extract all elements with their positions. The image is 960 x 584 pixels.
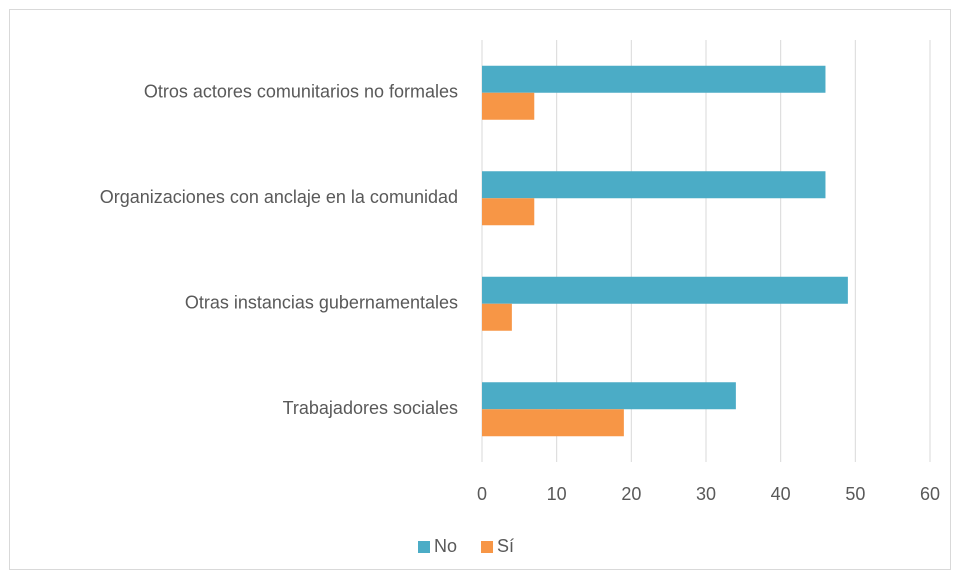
- bar: [482, 409, 624, 437]
- x-tick-label: 10: [547, 484, 567, 504]
- y-tick-label: Organizaciones con anclaje en la comunid…: [100, 187, 458, 207]
- bar: [482, 276, 848, 304]
- bar: [482, 92, 535, 120]
- y-tick-label: Otras instancias gubernamentales: [185, 293, 458, 313]
- bar: [482, 303, 512, 331]
- y-tick-label: Otros actores comunitarios no formales: [144, 82, 458, 102]
- x-tick-label: 50: [845, 484, 865, 504]
- legend-swatch: [418, 541, 430, 553]
- bar: [482, 198, 535, 226]
- x-tick-label: 30: [696, 484, 716, 504]
- legend-label: Sí: [497, 536, 514, 556]
- bar: [482, 65, 826, 93]
- x-tick-label: 0: [477, 484, 487, 504]
- bar: [482, 171, 826, 199]
- legend-swatch: [481, 541, 494, 553]
- legend-label: No: [434, 536, 457, 556]
- x-tick-label: 20: [621, 484, 641, 504]
- x-tick-label: 60: [920, 484, 940, 504]
- bar: [482, 382, 736, 410]
- x-tick-label: 40: [771, 484, 791, 504]
- y-tick-label: Trabajadores sociales: [283, 398, 458, 418]
